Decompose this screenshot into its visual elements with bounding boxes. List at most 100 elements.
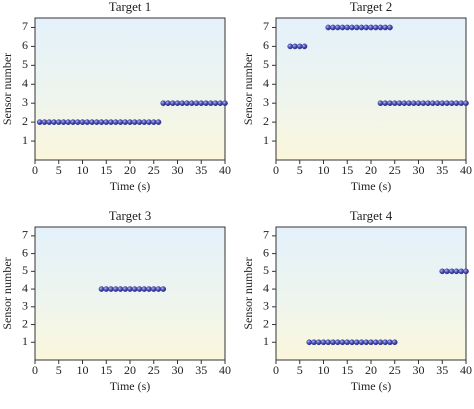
point: [122, 286, 129, 292]
y-tick-label: 2: [263, 114, 269, 128]
point: [74, 119, 81, 125]
y-tick-label: 6: [263, 245, 269, 259]
point: [296, 43, 303, 50]
x-tick-label: 40: [460, 163, 472, 177]
point: [98, 286, 105, 292]
point: [330, 24, 336, 31]
point: [358, 24, 365, 31]
subplot-title: Target 4: [350, 208, 393, 223]
point: [117, 286, 124, 292]
y-tick-label: 5: [263, 57, 269, 71]
x-tick-label: 5: [56, 163, 62, 177]
point: [387, 339, 393, 346]
y-tick-label: 4: [22, 281, 28, 295]
point: [439, 100, 446, 107]
y-tick-label: 3: [22, 95, 28, 109]
y-tick-label: 3: [263, 95, 269, 109]
point: [131, 286, 138, 292]
point: [448, 100, 455, 107]
point: [46, 119, 53, 125]
y-tick-label: 5: [22, 57, 28, 71]
y-tick-label: 7: [22, 19, 28, 33]
point: [382, 339, 389, 346]
point: [112, 119, 119, 125]
point: [434, 100, 441, 107]
x-tick-label: 30: [172, 363, 184, 377]
y-axis-label: Sensor number: [241, 257, 255, 329]
point: [292, 43, 298, 50]
point: [349, 339, 355, 346]
point: [160, 286, 167, 292]
point: [212, 100, 219, 107]
point: [70, 119, 76, 125]
point: [136, 286, 143, 292]
y-tick-label: 2: [22, 114, 28, 128]
y-tick-label: 1: [22, 133, 28, 147]
plot-area: [276, 18, 466, 160]
point: [377, 100, 384, 107]
point: [103, 119, 110, 125]
point: [363, 24, 370, 31]
point: [306, 339, 313, 346]
x-tick-label: 0: [32, 363, 38, 377]
point: [93, 119, 100, 125]
point: [174, 100, 181, 107]
point: [207, 100, 214, 107]
point: [382, 24, 389, 31]
x-tick-label: 40: [219, 163, 231, 177]
point: [325, 24, 332, 31]
y-tick-label: 7: [263, 228, 269, 242]
y-tick-label: 5: [263, 263, 269, 277]
x-tick-label: 10: [318, 163, 330, 177]
x-tick-label: 10: [318, 363, 330, 377]
point: [112, 286, 119, 292]
x-tick-label: 15: [341, 363, 353, 377]
point: [287, 43, 294, 50]
point: [344, 24, 351, 31]
point: [65, 119, 72, 125]
x-tick-label: 5: [56, 363, 62, 377]
y-tick-label: 1: [263, 334, 269, 348]
point: [420, 100, 427, 107]
plot-frame: [275, 17, 467, 161]
point: [325, 339, 332, 346]
point: [453, 100, 460, 107]
point: [217, 100, 224, 107]
x-tick-label: 35: [195, 163, 207, 177]
x-tick-label: 25: [148, 363, 160, 377]
point: [391, 339, 398, 346]
x-tick-label: 0: [273, 363, 279, 377]
point: [382, 100, 389, 107]
point: [463, 268, 469, 275]
point: [410, 100, 417, 107]
point: [320, 339, 327, 346]
x-tick-label: 20: [124, 163, 136, 177]
plot-frame: [34, 226, 226, 361]
point: [334, 339, 341, 346]
point: [368, 339, 374, 346]
point: [146, 119, 152, 125]
point: [36, 119, 43, 125]
point: [198, 100, 205, 107]
x-tick-label: 25: [389, 163, 401, 177]
x-tick-label: 15: [100, 163, 112, 177]
y-tick-label: 6: [263, 38, 269, 52]
point: [339, 339, 346, 346]
x-tick-label: 10: [77, 163, 89, 177]
point: [387, 24, 393, 31]
y-tick-label: 6: [22, 245, 28, 259]
point: [155, 286, 162, 292]
x-tick-label: 25: [389, 363, 401, 377]
y-tick-label: 5: [22, 263, 28, 277]
point: [146, 286, 152, 292]
x-tick-label: 20: [365, 363, 377, 377]
point: [89, 119, 95, 125]
point: [353, 339, 360, 346]
x-tick-label: 30: [413, 363, 425, 377]
point: [439, 268, 446, 275]
point: [122, 119, 129, 125]
point: [406, 100, 412, 107]
